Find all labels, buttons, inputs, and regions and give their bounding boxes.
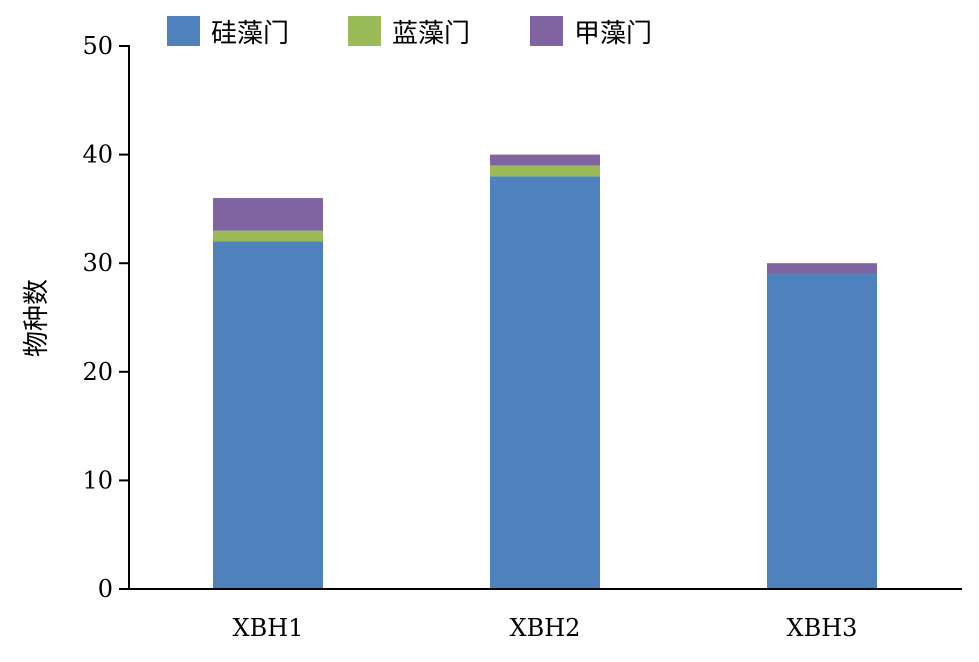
bar-xbh2-series-1 xyxy=(490,165,600,177)
legend-label-diatom: 硅藻门 xyxy=(211,19,289,49)
bar-xbh1-series-1 xyxy=(213,230,323,242)
bar-xbh1-series-2 xyxy=(213,198,323,231)
x-tick-label-xbh1: XBH1 xyxy=(233,614,304,642)
legend: 硅藻门 蓝藻门 甲藻门 xyxy=(167,16,652,49)
legend-swatch-dinoflagellate xyxy=(530,16,563,46)
bar-xbh1-series-0 xyxy=(213,241,323,590)
bar-xbh2-series-2 xyxy=(490,154,600,166)
axes: 0 10 20 30 40 50 xyxy=(82,32,962,603)
y-tick-label-0: 0 xyxy=(98,575,113,603)
legend-label-cyanobacteria: 蓝藻门 xyxy=(392,19,470,49)
bar-xbh3-series-0 xyxy=(767,274,877,589)
bar-xbh3-series-2 xyxy=(767,263,877,275)
y-tick-label-50: 50 xyxy=(82,32,113,60)
bars xyxy=(213,154,877,590)
y-axis-label: 物种数 xyxy=(22,279,52,357)
y-tick-label-10: 10 xyxy=(82,466,113,494)
legend-label-dinoflagellate: 甲藻门 xyxy=(574,19,652,49)
legend-swatch-diatom xyxy=(167,16,200,46)
y-tick-label-40: 40 xyxy=(82,141,113,169)
x-tick-label-xbh2: XBH2 xyxy=(510,614,581,642)
y-tick-label-20: 20 xyxy=(82,358,113,386)
legend-swatch-cyanobacteria xyxy=(348,16,381,46)
bar-xbh2-series-0 xyxy=(490,176,600,589)
x-tick-label-xbh3: XBH3 xyxy=(787,614,858,642)
y-tick-label-30: 30 xyxy=(82,249,113,277)
